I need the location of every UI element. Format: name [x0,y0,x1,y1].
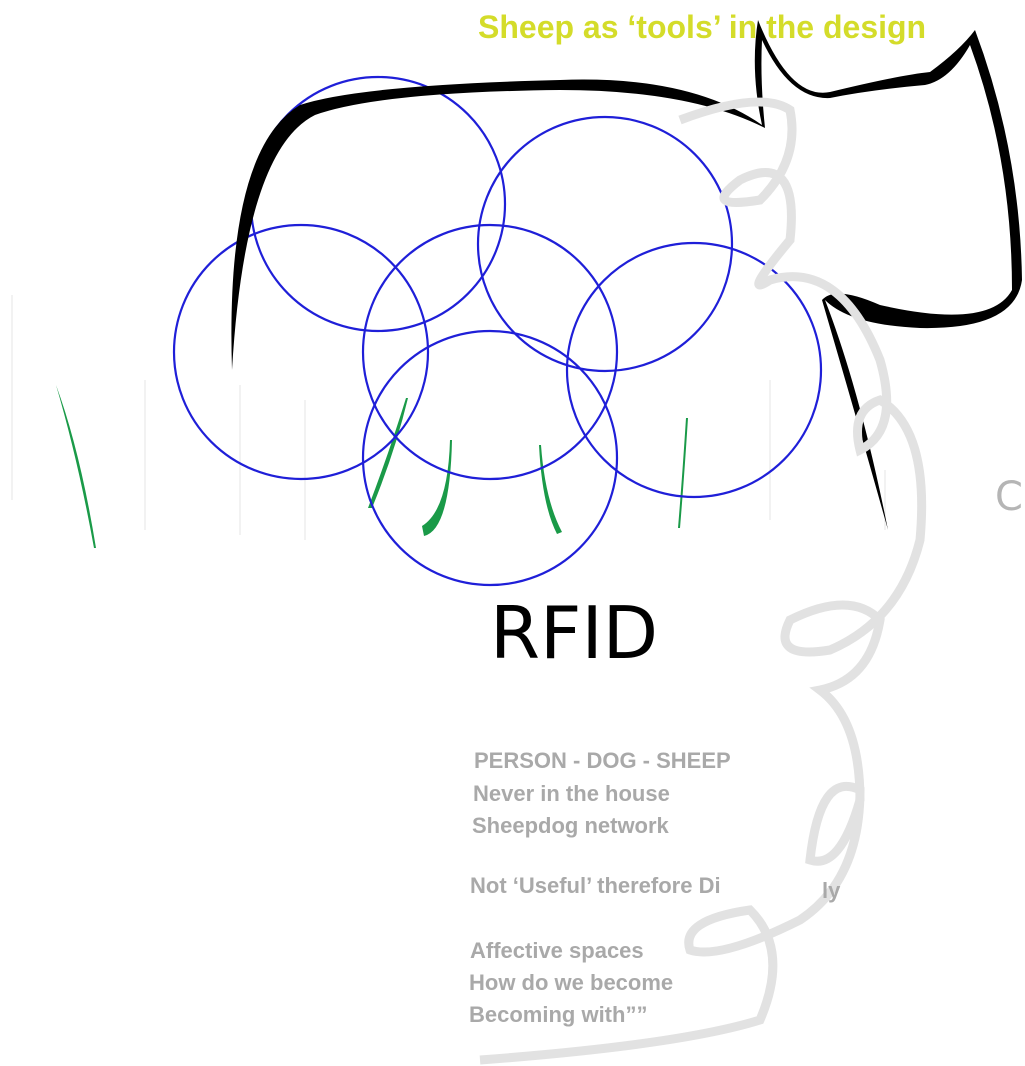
side-letter: C [995,474,1023,520]
ribbon [480,102,922,1060]
page: Sheep as ‘tools’ in the design RFID C PE… [0,0,1025,1066]
note: Affective spaces [470,938,644,963]
title: Sheep as ‘tools’ in the design [478,9,926,45]
faint-lines [12,295,885,540]
outline [231,20,1022,530]
note: Not ‘Useful’ therefore Di [470,873,721,898]
rfid-label: RFID [490,591,658,675]
note: PERSON - DOG - SHEEP [474,748,731,773]
note: Becoming with”” [469,1002,647,1027]
note: Sheepdog network [472,813,670,838]
slide: Sheep as ‘tools’ in the design RFID C PE… [0,0,1025,1066]
note: ly [822,878,841,903]
note: How do we become [469,970,673,995]
note: Never in the house [473,781,670,806]
